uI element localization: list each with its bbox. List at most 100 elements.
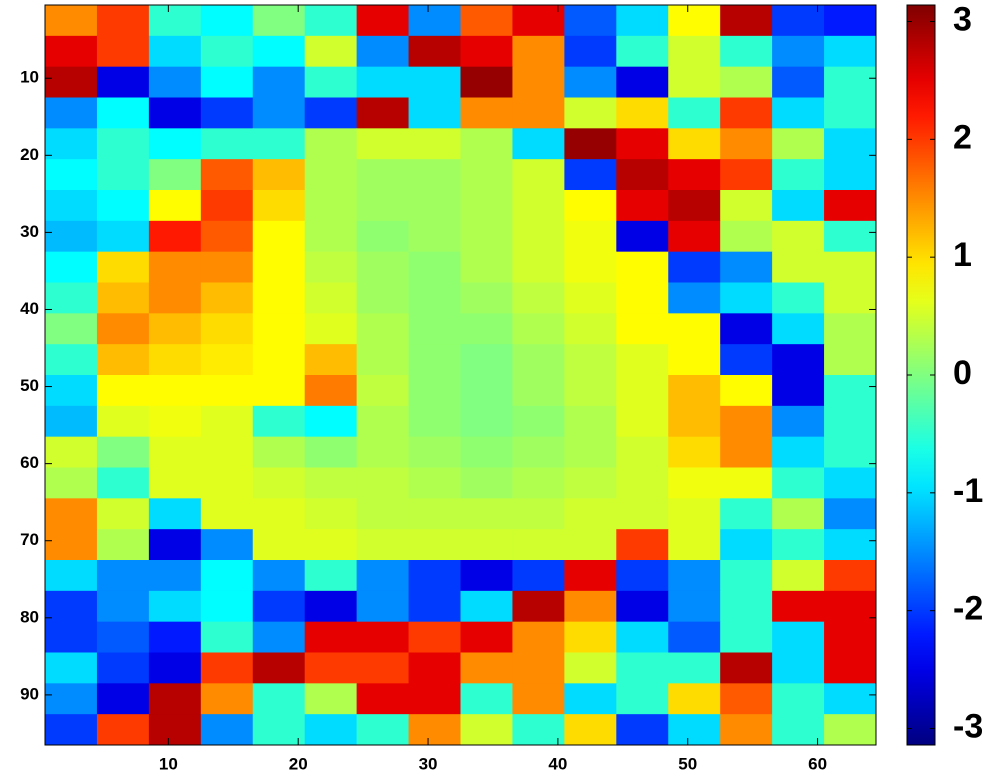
heatmap-cell (668, 621, 721, 653)
heatmap-cell (772, 313, 825, 345)
heatmap-cell (148, 220, 202, 253)
colorbar-tick-label: -1 (953, 472, 983, 510)
y-tick-label: 50 (20, 376, 39, 395)
heatmap-cell (96, 251, 150, 283)
y-tick-label: 90 (20, 684, 39, 703)
heatmap-cell (772, 159, 825, 191)
heatmap-cell (720, 66, 773, 98)
heatmap-cell (45, 159, 98, 191)
heatmap-cell (96, 190, 150, 222)
heatmap-cell (512, 313, 565, 345)
heatmap-cell (356, 714, 410, 746)
heatmap-cell (356, 467, 410, 499)
heatmap-cell (720, 436, 773, 468)
heatmap-cell (45, 529, 98, 561)
heatmap-cell (408, 529, 461, 561)
heatmap-cell (564, 560, 617, 592)
heatmap-cell (824, 5, 877, 37)
heatmap-cell (616, 251, 669, 283)
y-tick-label: 80 (20, 607, 39, 626)
heatmap-cell (148, 282, 202, 314)
heatmap-cell (45, 66, 98, 98)
heatmap-cell (824, 220, 877, 253)
heatmap-cell (252, 344, 306, 376)
heatmap-cell (304, 375, 358, 407)
heatmap-cell (720, 220, 773, 253)
heatmap-cell (148, 97, 202, 129)
heatmap-cell (252, 652, 306, 684)
heatmap-cell (824, 251, 877, 283)
heatmap-cell (460, 405, 513, 438)
heatmap-cell (148, 467, 202, 499)
heatmap-cell (668, 344, 721, 376)
heatmap-cell (564, 436, 617, 468)
heatmap-cell (96, 35, 150, 68)
heatmap-cell (460, 220, 513, 253)
heatmap-cell (200, 5, 254, 37)
heatmap-cell (356, 375, 410, 407)
heatmap-cell (408, 220, 461, 253)
heatmap-cell (772, 683, 825, 715)
heatmap-cell (304, 128, 358, 160)
heatmap-cell (45, 467, 98, 499)
heatmap-cell (304, 405, 358, 438)
heatmap-cell (720, 529, 773, 561)
heatmap-cell (668, 467, 721, 499)
heatmap-cell (252, 529, 306, 561)
heatmap-cell (200, 375, 254, 407)
heatmap-cell (96, 467, 150, 499)
heatmap-cell (304, 282, 358, 314)
heatmap-cell (408, 66, 461, 98)
heatmap-cell (772, 467, 825, 499)
heatmap-cell (616, 683, 669, 715)
heatmap-cell (512, 282, 565, 314)
heatmap-cell (96, 375, 150, 407)
heatmap-cell (356, 251, 410, 283)
heatmap-cell (45, 498, 98, 530)
heatmap-cell (200, 66, 254, 98)
heatmap-cell (200, 313, 254, 345)
heatmap-cell (200, 560, 254, 592)
y-tick-label: 20 (20, 145, 39, 164)
heatmap-cell (96, 590, 150, 623)
heatmap-cell (616, 652, 669, 684)
heatmap-cell (772, 652, 825, 684)
heatmap-cell (668, 251, 721, 283)
heatmap-cell (824, 436, 877, 468)
heatmap-cell (824, 97, 877, 129)
heatmap-cell (772, 5, 825, 37)
heatmap-cell (252, 35, 306, 68)
heatmap-cell (200, 467, 254, 499)
heatmap-cell (564, 375, 617, 407)
heatmap-cell (772, 220, 825, 253)
heatmap-cell (200, 590, 254, 623)
heatmap-cell (148, 128, 202, 160)
heatmap-cell (616, 405, 669, 438)
heatmap-cell (356, 529, 410, 561)
heatmap-cell (512, 251, 565, 283)
heatmap-cell (668, 498, 721, 530)
heatmap-cell (356, 590, 410, 623)
heatmap-cell (824, 714, 877, 746)
heatmap-cell (720, 35, 773, 68)
heatmap-cell (304, 5, 358, 37)
heatmap-cell (668, 652, 721, 684)
heatmap-cell (512, 405, 565, 438)
heatmap-cell (148, 683, 202, 715)
heatmap-cell (512, 621, 565, 653)
heatmap-cell (200, 405, 254, 438)
heatmap-cell (356, 652, 410, 684)
heatmap-cell (460, 714, 513, 746)
heatmap-cell (668, 529, 721, 561)
heatmap-cell (460, 159, 513, 191)
heatmap-cell (824, 128, 877, 160)
heatmap-cell (96, 220, 150, 253)
heatmap-cell (408, 159, 461, 191)
heatmap-cell (616, 467, 669, 499)
heatmap-cell (96, 405, 150, 438)
heatmap-cell (824, 159, 877, 191)
heatmap-cell (460, 344, 513, 376)
heatmap-cell (252, 190, 306, 222)
heatmap-cell (616, 313, 669, 345)
heatmap-cell (460, 313, 513, 345)
